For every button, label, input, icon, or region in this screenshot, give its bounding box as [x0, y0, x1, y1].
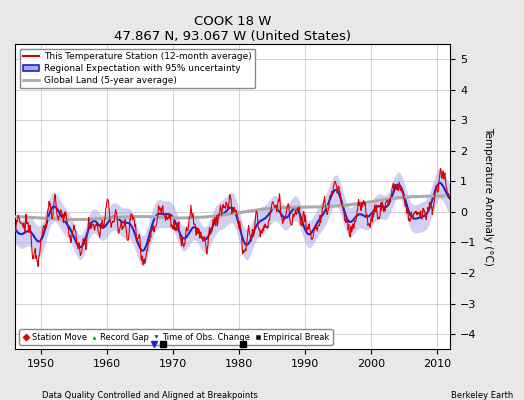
- Text: Data Quality Controlled and Aligned at Breakpoints: Data Quality Controlled and Aligned at B…: [42, 391, 258, 400]
- Title: COOK 18 W
47.867 N, 93.067 W (United States): COOK 18 W 47.867 N, 93.067 W (United Sta…: [114, 15, 351, 43]
- Legend: Station Move, Record Gap, Time of Obs. Change, Empirical Break: Station Move, Record Gap, Time of Obs. C…: [19, 330, 333, 345]
- Text: Berkeley Earth: Berkeley Earth: [451, 391, 514, 400]
- Y-axis label: Temperature Anomaly (°C): Temperature Anomaly (°C): [483, 127, 493, 266]
